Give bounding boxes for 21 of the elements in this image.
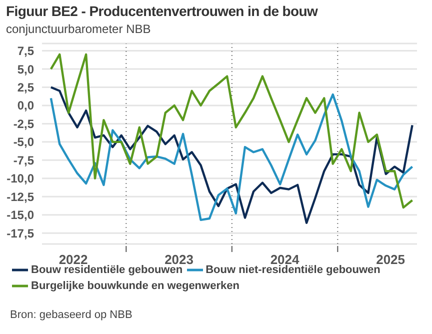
chart-subtitle: conjunctuurbarometer NBB (6, 22, 151, 36)
legend-label: Bouw residentiële gebouwen (31, 264, 183, 276)
x-tick-label: 2023 (164, 252, 194, 267)
y-tick-label: -10,0 (6, 172, 34, 186)
y-tick-label: -2,5 (13, 116, 34, 131)
y-tick-label: -7,5 (13, 153, 34, 168)
x-tick-label: 2022 (58, 252, 88, 267)
text: Bron: gebaseerd op NBB (10, 309, 132, 321)
line-series (50, 53, 414, 209)
y-tick-label: -15,0 (6, 208, 34, 222)
legend-label: Bouw niet-residentiële gebouwen (206, 264, 380, 276)
legend-label: Burgelijke bouwkunde en wegenwerken (31, 280, 240, 292)
y-tick-label: -5,0 (13, 135, 34, 150)
chart-title: Figuur BE2 - Producentenvertrouwen in de bouw (6, 3, 318, 19)
y-tick-label: 5,0 (17, 62, 34, 76)
y-tick-label: 7,5 (17, 44, 34, 58)
y-tick-label: -17,5 (6, 226, 34, 240)
y-tick-label: 0,0 (17, 98, 34, 113)
y-tick-label: 2,5 (17, 80, 34, 95)
y-tick-label: -12,5 (6, 190, 34, 204)
x-tick-label: 2025 (376, 252, 406, 267)
